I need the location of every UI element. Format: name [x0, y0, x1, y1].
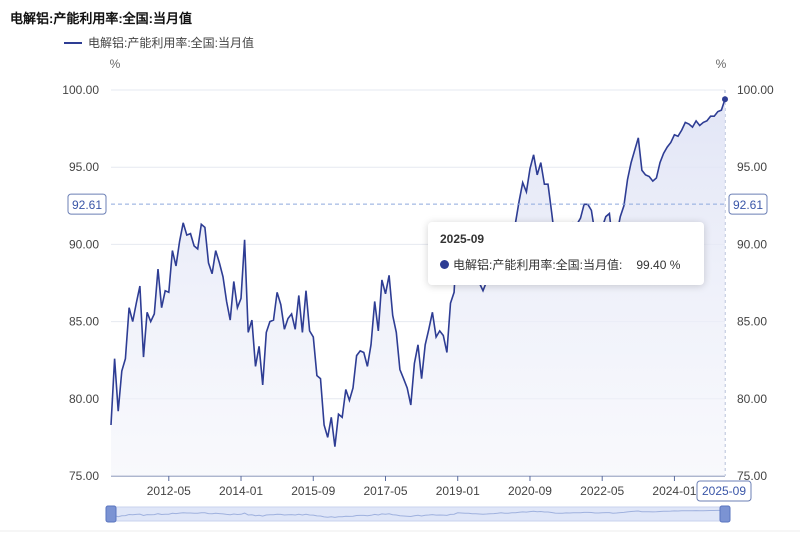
x-tick-label: 2015-09 — [291, 484, 335, 498]
y-unit-right: % — [716, 57, 727, 71]
y-axis-right: 75.00 80.00 85.00 90.00 95.00 100.00% — [716, 57, 774, 483]
data-zoom-slider — [0, 505, 800, 532]
y-tick-left: 75.00 — [69, 469, 99, 483]
ref-label-right-box — [728, 193, 768, 215]
x-tick-label: 2019-01 — [436, 484, 480, 498]
y-tick-left: 85.00 — [69, 315, 99, 329]
ref-label-left-box — [67, 193, 107, 215]
y-tick-right: 95.00 — [737, 160, 767, 174]
y-tick-right: 100.00 — [737, 83, 774, 97]
tooltip: 2025-09 电解铝:产能利用率:全国:当月值: 99.40 % — [428, 222, 704, 285]
x-tick-label: 2022-05 — [580, 484, 624, 498]
y-tick-left: 95.00 — [69, 160, 99, 174]
series-line[interactable] — [110, 99, 726, 447]
y-tick-left: 100.00 — [62, 83, 99, 97]
reference-line: 92.61 92.61 — [67, 96, 768, 215]
y-unit-left: % — [110, 57, 121, 71]
y-tick-left: 90.00 — [69, 237, 99, 251]
series-area — [111, 99, 725, 477]
tooltip-date: 2025-09 — [440, 232, 485, 246]
ref-label-right: 92.61 — [733, 198, 763, 212]
chart-title: 电解铝:产能利用率:全国:当月值 — [10, 11, 192, 26]
zoom-handle-left[interactable] — [105, 505, 117, 523]
y-tick-right: 90.00 — [737, 237, 767, 251]
y-tick-right: 75.00 — [737, 469, 767, 483]
tooltip-marker — [440, 260, 449, 269]
zoom-track[interactable] — [110, 506, 726, 522]
x-tick-label: 2024-01 — [652, 484, 696, 498]
y-tick-left: 80.00 — [69, 392, 99, 406]
x-end-label-box — [696, 480, 752, 502]
x-tick-label: 2012-05 — [147, 484, 191, 498]
legend-label: 电解铝:产能利用率:全国:当月值 — [88, 36, 255, 50]
y-tick-right: 85.00 — [737, 315, 767, 329]
x-tick-label: 2020-09 — [508, 484, 552, 498]
y-axis-left: 75.00 80.00 85.00 90.00 95.00 100.00% — [62, 57, 120, 483]
legend-swatch — [64, 41, 82, 44]
zoom-preview-line — [110, 509, 726, 518]
y-tick-right: 80.00 — [737, 392, 767, 406]
tooltip-series-label: 电解铝:产能利用率:全国:当月值: — [453, 258, 623, 272]
ref-label-left: 92.61 — [72, 198, 102, 212]
legend[interactable]: 电解铝:产能利用率:全国:当月值 — [64, 34, 254, 51]
x-tick-label: 2017-05 — [363, 484, 407, 498]
zoom-handle-right[interactable] — [719, 505, 731, 523]
x-end-label: 2025-09 — [702, 484, 746, 498]
highlight-point[interactable] — [722, 96, 728, 103]
x-tick-label: 2014-01 — [219, 484, 263, 498]
tooltip-value: 99.40 % — [636, 257, 681, 272]
